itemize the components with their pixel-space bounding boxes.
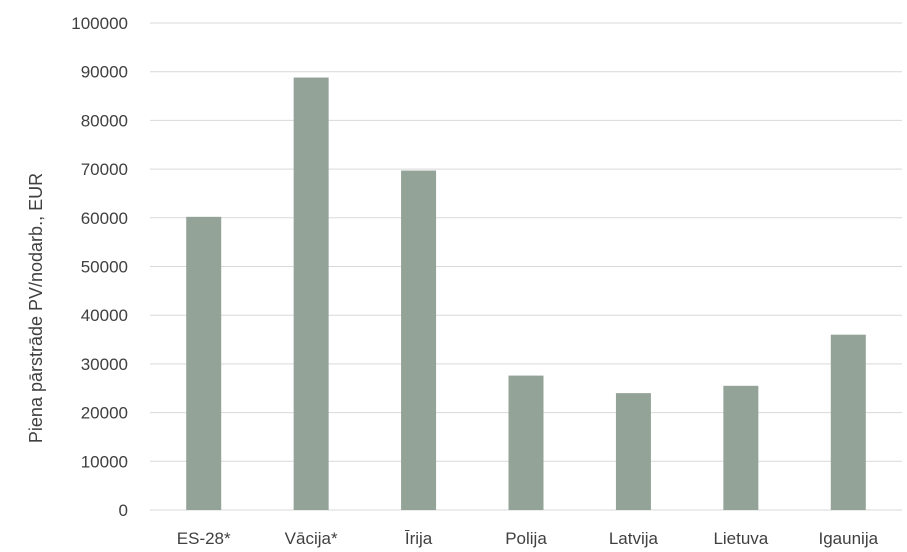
x-tick-label: Polija xyxy=(505,529,547,548)
x-tick-label: Igaunija xyxy=(819,529,879,548)
bar-Lietuva xyxy=(723,385,759,510)
x-tick-label: Latvija xyxy=(609,529,659,548)
y-tick-label: 40000 xyxy=(81,306,128,325)
y-axis-label: Piena pārstrāde PV/nodarb., EUR xyxy=(26,173,46,443)
y-tick-label: 60000 xyxy=(81,209,128,228)
y-tick-label: 0 xyxy=(119,501,128,520)
bar-Latvija xyxy=(615,393,651,510)
y-tick-label: 10000 xyxy=(81,452,128,471)
bar-Polija xyxy=(508,375,544,510)
y-tick-label: 90000 xyxy=(81,63,128,82)
bar-Vācija* xyxy=(293,77,329,510)
x-tick-label: Lietuva xyxy=(713,529,768,548)
x-tick-label: Vācija* xyxy=(285,529,338,548)
gridlines xyxy=(150,22,902,511)
y-tick-label: 30000 xyxy=(81,355,128,374)
bars xyxy=(186,77,866,511)
bar-Igaunija xyxy=(830,334,866,510)
y-tick-label: 50000 xyxy=(81,258,128,277)
bar-Īrija xyxy=(401,170,437,510)
x-axis-ticks: ES-28* Vācija* Īrija Polija Latvija Lietuva Ig… xyxy=(177,529,879,548)
x-tick-label: ES-28* xyxy=(177,529,231,548)
y-tick-label: 100000 xyxy=(71,14,128,33)
y-tick-label: 80000 xyxy=(81,111,128,130)
y-tick-label: 20000 xyxy=(81,404,128,423)
y-tick-label: 70000 xyxy=(81,160,128,179)
x-tick-label: Īrija xyxy=(405,529,433,548)
bar-ES-28* xyxy=(186,216,222,511)
y-axis-ticks: 0 10000 20000 30000 40000 50000 60000 70000 8000… xyxy=(71,14,128,520)
